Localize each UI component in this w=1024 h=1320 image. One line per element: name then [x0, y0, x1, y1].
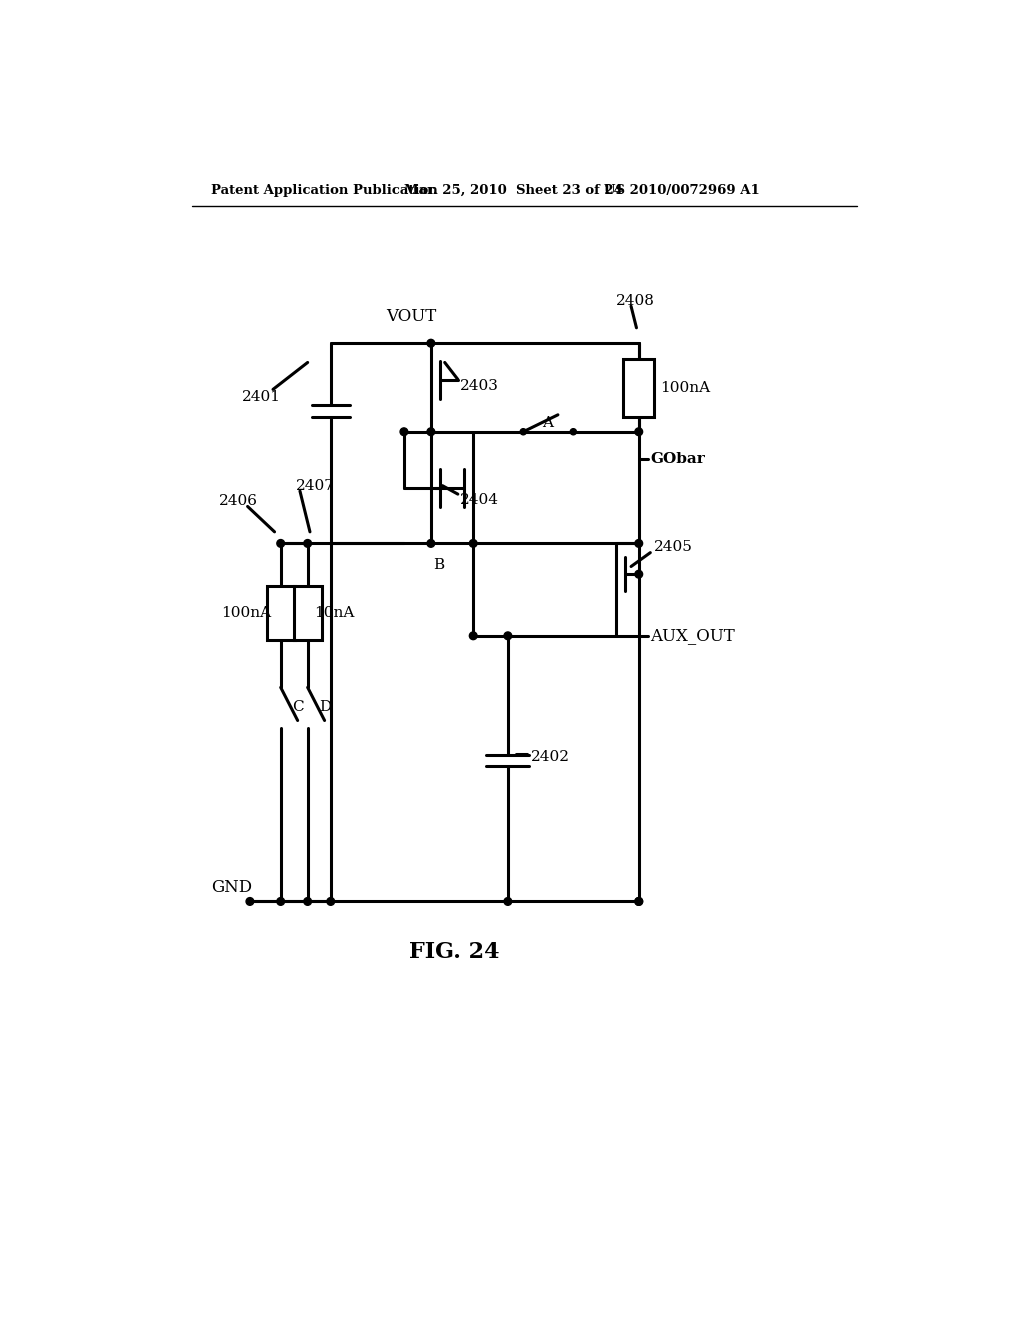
- Circle shape: [504, 898, 512, 906]
- Bar: [267, 586, 295, 640]
- Text: GObar: GObar: [650, 451, 706, 466]
- Text: US 2010/0072969 A1: US 2010/0072969 A1: [604, 185, 760, 197]
- Circle shape: [427, 428, 435, 436]
- Circle shape: [304, 898, 311, 906]
- Circle shape: [246, 898, 254, 906]
- Text: B: B: [433, 558, 444, 572]
- Text: 2401: 2401: [243, 391, 282, 404]
- Circle shape: [400, 428, 408, 436]
- Circle shape: [635, 570, 643, 578]
- Circle shape: [327, 898, 335, 906]
- Bar: [294, 586, 322, 640]
- Circle shape: [276, 540, 285, 548]
- Text: 2405: 2405: [654, 540, 693, 554]
- Text: AUX_OUT: AUX_OUT: [650, 627, 735, 644]
- Text: 10nA: 10nA: [313, 606, 354, 619]
- Circle shape: [427, 540, 435, 548]
- Circle shape: [635, 428, 643, 436]
- Circle shape: [635, 898, 643, 906]
- Text: A: A: [543, 416, 554, 429]
- Bar: [624, 359, 654, 417]
- Circle shape: [304, 540, 311, 548]
- Text: VOUT: VOUT: [386, 308, 436, 325]
- Text: 100nA: 100nA: [220, 606, 270, 619]
- Circle shape: [469, 632, 477, 640]
- Circle shape: [469, 540, 477, 548]
- Text: 2404: 2404: [460, 492, 499, 507]
- Circle shape: [635, 898, 643, 906]
- Text: 2406: 2406: [219, 494, 258, 508]
- Text: Mar. 25, 2010  Sheet 23 of 24: Mar. 25, 2010 Sheet 23 of 24: [403, 185, 623, 197]
- Circle shape: [635, 540, 643, 548]
- Text: 2402: 2402: [531, 751, 570, 764]
- Text: 100nA: 100nA: [660, 381, 711, 395]
- Circle shape: [504, 632, 512, 640]
- Text: GND: GND: [211, 879, 253, 896]
- Circle shape: [520, 429, 526, 434]
- Text: D: D: [319, 701, 332, 714]
- Text: 2407: 2407: [296, 479, 335, 492]
- Circle shape: [570, 429, 577, 434]
- Text: C: C: [292, 701, 304, 714]
- Text: Patent Application Publication: Patent Application Publication: [211, 185, 438, 197]
- Text: 2403: 2403: [460, 379, 499, 392]
- Circle shape: [427, 339, 435, 347]
- Circle shape: [276, 898, 285, 906]
- Text: FIG. 24: FIG. 24: [409, 940, 500, 962]
- Text: 2408: 2408: [615, 294, 654, 308]
